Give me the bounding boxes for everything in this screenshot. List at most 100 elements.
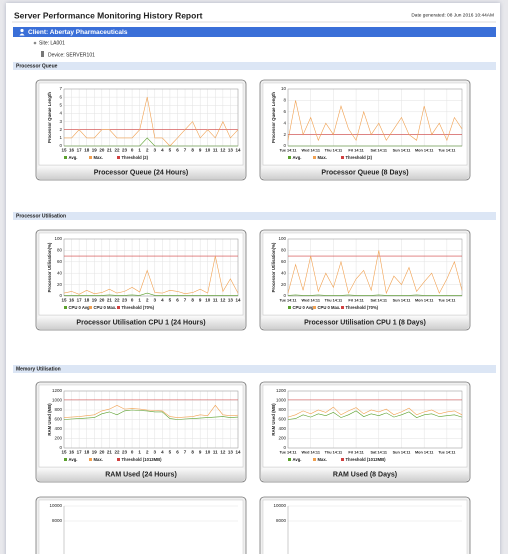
section-bar <box>13 212 496 220</box>
y-tick-label: 600 <box>278 417 286 422</box>
x-tick-label: Fri 14:11 <box>348 451 363 455</box>
x-tick-label: 13 <box>228 298 234 303</box>
x-tick-label: 17 <box>77 450 83 455</box>
y-axis-label: Processor Utilisation(%) <box>271 242 276 292</box>
x-tick-label: 6 <box>176 148 179 153</box>
chart-canvas <box>38 499 244 554</box>
legend-label: CPU 0 Avg. <box>293 305 315 310</box>
y-tick-label: 100 <box>54 236 62 241</box>
legend-swatch <box>288 156 291 159</box>
y-tick-label: 6 <box>283 109 286 114</box>
x-tick-label: 17 <box>77 298 83 303</box>
site-bullet <box>33 41 37 45</box>
report-date: Date generated: 08 Jun 2016 10:44AM <box>411 12 494 18</box>
chart-canvas <box>262 499 468 554</box>
y-tick-label: 40 <box>281 270 287 275</box>
y-axis-label: Processor Queue Length <box>271 92 276 143</box>
y-tick-label: 4 <box>59 111 62 116</box>
person-icon-body <box>19 33 25 36</box>
legend-label: Avg. <box>293 155 302 160</box>
chart-title-band <box>37 468 245 481</box>
legend-label: CPU 0 Avg. <box>69 305 91 310</box>
legend-label: Avg. <box>69 155 78 160</box>
x-tick-label: Mon 14:11 <box>415 451 433 455</box>
y-tick-label: 10000 <box>273 503 286 508</box>
x-tick-label: Wed 14:11 <box>301 149 320 153</box>
x-tick-label: Wed 14:11 <box>301 299 320 303</box>
x-tick-label: Mon 14:11 <box>415 299 433 303</box>
chart-canvas <box>262 82 468 166</box>
legend-swatch <box>89 156 92 159</box>
legend-label: Threshold (1013MB) <box>122 457 163 462</box>
y-tick-label: 20 <box>281 282 287 287</box>
x-tick-label: 17 <box>77 148 83 153</box>
series-line <box>63 404 239 418</box>
x-tick-label: Sun 14:11 <box>393 299 411 303</box>
client-bar <box>13 27 496 37</box>
x-tick-label: 18 <box>84 450 90 455</box>
x-tick-label: 8 <box>191 298 194 303</box>
x-tick-label: 3 <box>154 450 157 455</box>
section-title: Memory Utilisation <box>16 367 61 373</box>
x-tick-label: 9 <box>199 450 202 455</box>
x-tick-label: 14 <box>235 148 241 153</box>
y-tick-label: 1 <box>59 135 62 140</box>
legend-label: Avg. <box>293 457 302 462</box>
y-tick-label: 4 <box>283 120 286 125</box>
client-name: Client: Abertay Pharmaceuticals <box>28 29 128 36</box>
x-tick-label: 0 <box>131 148 134 153</box>
y-tick-label: 8 <box>283 98 286 103</box>
x-tick-label: Thu 14:11 <box>325 451 343 455</box>
legend-swatch <box>117 156 120 159</box>
x-tick-label: 6 <box>176 450 179 455</box>
x-tick-label: 22 <box>114 298 120 303</box>
chart-canvas <box>38 232 244 316</box>
x-tick-label: 21 <box>107 148 113 153</box>
x-tick-label: 2 <box>146 298 149 303</box>
x-tick-label: 10 <box>205 450 211 455</box>
series-line <box>287 250 463 295</box>
x-tick-label: 19 <box>92 298 98 303</box>
person-icon <box>20 28 24 33</box>
legend-label: Max. <box>318 155 327 160</box>
y-tick-label: 80 <box>281 248 287 253</box>
x-tick-label: Wed 14:11 <box>301 451 320 455</box>
x-tick-label: 6 <box>176 298 179 303</box>
x-tick-label: 1 <box>138 298 141 303</box>
y-tick-label: 20 <box>57 282 63 287</box>
legend-swatch <box>288 306 291 309</box>
y-tick-label: 800 <box>278 407 286 412</box>
y-tick-label: 40 <box>57 270 63 275</box>
report-title: Server Performance Monitoring History Re… <box>14 10 203 20</box>
x-tick-label: 19 <box>92 148 98 153</box>
x-tick-label: 15 <box>61 298 67 303</box>
legend-swatch <box>341 156 344 159</box>
y-tick-label: 0 <box>59 445 62 450</box>
x-tick-label: Sat 14:11 <box>371 149 387 153</box>
x-tick-label: Tue 14:11 <box>438 299 455 303</box>
legend-swatch <box>313 306 316 309</box>
legend-swatch <box>64 156 67 159</box>
y-axis-label: Processor Queue Length <box>47 92 52 143</box>
legend-swatch <box>117 458 120 461</box>
y-axis-label: RAM Used (MB) <box>271 403 276 436</box>
x-tick-label: 12 <box>220 450 226 455</box>
x-tick-label: 23 <box>122 298 128 303</box>
device-name: Device: SERVER101 <box>48 52 95 58</box>
y-tick-label: 5 <box>59 102 62 107</box>
x-tick-label: Sat 14:11 <box>371 451 387 455</box>
legend-swatch <box>117 306 120 309</box>
y-tick-label: 2 <box>283 132 286 137</box>
x-tick-label: 4 <box>161 148 164 153</box>
y-tick-label: 600 <box>54 417 62 422</box>
x-tick-label: 14 <box>235 450 241 455</box>
series-line <box>64 97 239 147</box>
y-tick-label: 7 <box>59 86 62 91</box>
legend-label: Threshold (1013MB) <box>346 457 387 462</box>
series-line <box>64 137 238 147</box>
section-bar <box>13 62 496 70</box>
x-tick-label: Thu 14:11 <box>325 149 343 153</box>
x-tick-label: 11 <box>213 298 218 303</box>
x-tick-label: 11 <box>213 450 218 455</box>
